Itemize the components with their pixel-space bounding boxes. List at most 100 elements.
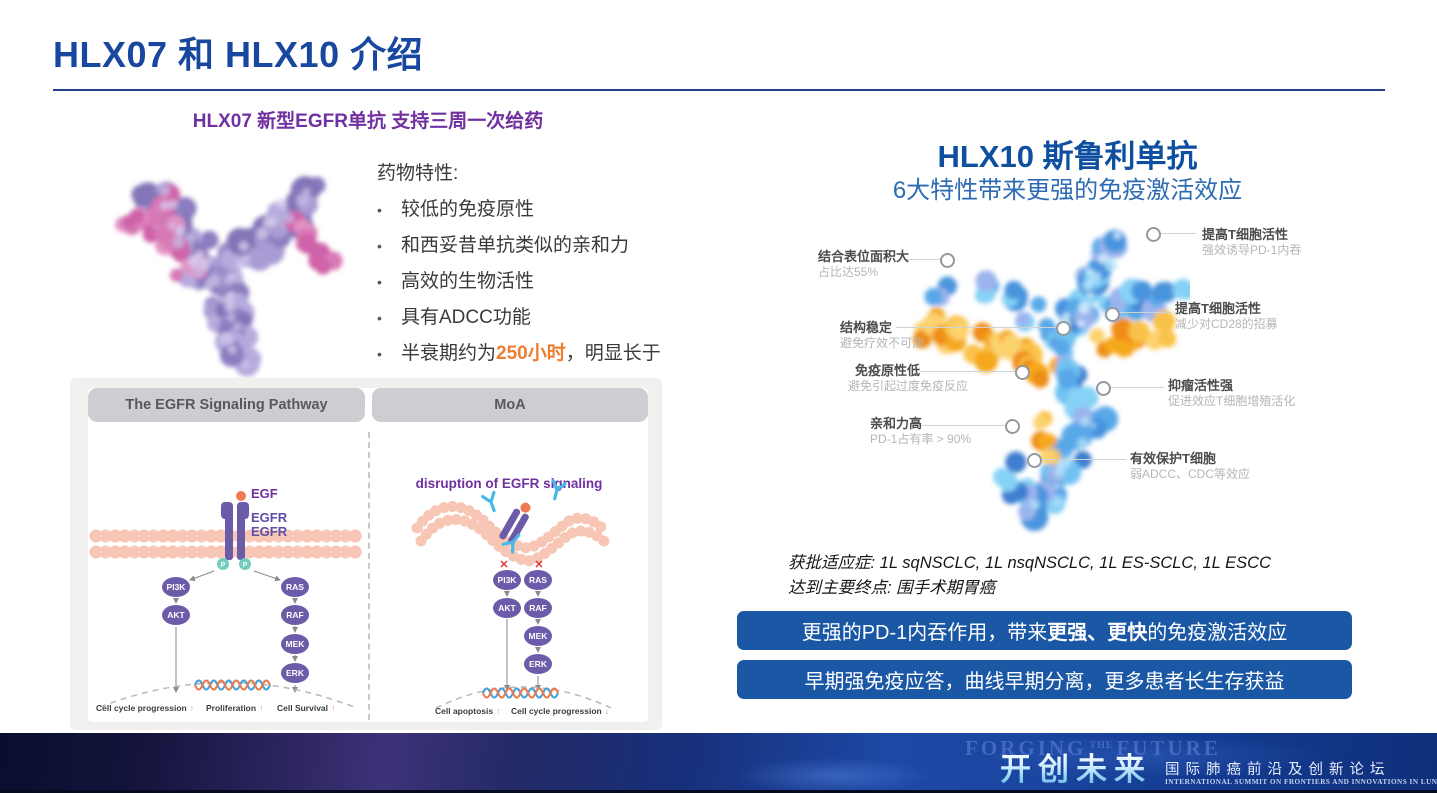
callout-line: [1041, 459, 1126, 460]
bullet-icon: •: [377, 202, 382, 218]
bullet-icon: •: [377, 346, 382, 362]
cascade-arrows: [173, 598, 298, 693]
egfr-receptor-blocked: [499, 502, 531, 545]
moa-title: disruption of EGFR signaling: [416, 476, 603, 491]
moa-diagram: disruption of EGFR signaling ✕ ✕ PI3K AK…: [411, 476, 612, 716]
svg-text:Proliferation↑: Proliferation ↑: [206, 703, 263, 713]
hlx07-antibody-structure-image: [115, 176, 343, 377]
callout-dot-icon: [1005, 419, 1020, 434]
up-arrow-icon: ↑: [496, 706, 500, 716]
up-arrow-icon: ↑: [259, 703, 263, 713]
pathway-outcomes: Cell cycle progression ↑ Proliferation ↑ C…: [96, 703, 335, 713]
banner-early-immune-response: 早期强免疫应答，曲线早期分离，更多患者长生存获益: [737, 660, 1352, 699]
callout-line: [1110, 387, 1164, 388]
egf-ligand-dot: [236, 491, 246, 501]
antibody-icons: [481, 479, 567, 554]
callout-line: [920, 371, 1015, 372]
hlx07-drug-properties: 药物特性: • 较低的免疫原性 • 和西妥昔单抗类似的亲和力 • 高效的生物活性…: [377, 156, 671, 408]
dna-helix-icon: [481, 687, 560, 699]
callout-dot-icon: [1105, 307, 1120, 322]
node-ras: RAS: [529, 575, 547, 585]
nucleus-arc: [435, 686, 612, 709]
svg-text:Cell apoptosis↑: Cell apoptosis ↑: [435, 706, 500, 716]
disrupted-membrane: [411, 501, 611, 567]
blocked-signal-icon: ✕: [534, 559, 543, 571]
bullet-icon: •: [377, 238, 382, 254]
egfr-pathway-header: The EGFR Signaling Pathway: [88, 388, 365, 422]
egfr-receptor: [221, 491, 249, 560]
drug-properties-title: 药物特性:: [377, 163, 459, 184]
up-arrow-icon: ↑: [190, 703, 194, 713]
panel-divider: [368, 432, 370, 720]
moa-header: MoA: [372, 388, 648, 422]
callout-high-affinity: 亲和力高 PD-1占有率 > 90%: [870, 416, 972, 446]
callout-tcell-protection: 有效保护T细胞 弱ADCC、CDC等效应: [1130, 451, 1251, 481]
svg-text:Cell cycle progression↓: Cell cycle progression ↓: [511, 706, 609, 716]
moa-outcomes: Cell apoptosis ↑ Cell cycle progression ↓: [435, 706, 609, 716]
title-underline: [53, 89, 1385, 91]
blocked-signal-icon: ✕: [499, 559, 508, 571]
list-item: • 较低的免疫原性: [377, 192, 671, 228]
bullet-icon: •: [377, 274, 382, 290]
callout-dot-icon: [1015, 365, 1030, 380]
callout-dot-icon: [1146, 227, 1161, 242]
list-item: • 具有ADCC功能: [377, 300, 671, 336]
moa-nodes: PI3K AKT RAS RAF MEK ERK: [493, 570, 552, 674]
banner-pd1-internalization: 更强的PD-1内吞作用，带来 更强、更快 的免疫激活效应: [737, 611, 1352, 650]
halflife-highlight: 250小时: [496, 343, 566, 364]
egfr-label-1: EGFR: [251, 510, 288, 525]
callout-stable-structure: 结构稳定 避免疗效不可测: [840, 320, 925, 350]
callout-tcell-activity-1: 提高T细胞活性 强效诱导PD-1内吞: [1202, 227, 1302, 257]
hlx07-antibody-blobs: [115, 176, 343, 377]
arrow-to-pi3k: [189, 570, 215, 582]
callout-tcell-activity-2: 提高T细胞活性 减少对CD28的招募: [1175, 301, 1278, 331]
callout-antitumor-activity: 抑瘤活性强 促进效应T细胞增殖活化: [1168, 378, 1296, 408]
egf-label: EGF: [251, 486, 278, 501]
node-pi3k: PI3K: [167, 582, 187, 592]
footer-watermark: FORGINGTHEFUTURE: [965, 736, 1221, 760]
node-erk: ERK: [529, 659, 548, 669]
pathway-nodes: PI3K AKT RAS RAF MEK ERK: [162, 577, 309, 683]
list-item: • 和西妥昔单抗类似的亲和力: [377, 228, 671, 264]
arrow-to-ras: [253, 570, 281, 582]
callout-line: [896, 327, 1057, 328]
callout-line: [1160, 233, 1196, 234]
callout-dot-icon: [1056, 321, 1071, 336]
footer-summit-name-cn: 国际肺癌前沿及创新论坛: [1165, 762, 1391, 778]
svg-text:P: P: [243, 562, 248, 569]
callout-dot-icon: [1027, 453, 1042, 468]
callout-dot-icon: [1096, 381, 1111, 396]
node-akt: AKT: [498, 603, 516, 613]
approved-indications: 获批适应症: 1L sqNSCLC, 1L nsqNSCLC, 1L ES-SC…: [788, 554, 1271, 572]
footer-band: [0, 733, 1437, 793]
callout-line: [904, 259, 942, 260]
egf-ligand-dot: [520, 502, 531, 513]
svg-text:Cell cycle progression↑: Cell cycle progression ↑: [96, 703, 194, 713]
node-mek: MEK: [286, 639, 306, 649]
node-mek: MEK: [529, 631, 549, 641]
node-raf: RAF: [529, 603, 546, 613]
node-ras: RAS: [286, 582, 304, 592]
indications-text: 获批适应症: 1L sqNSCLC, 1L nsqNSCLC, 1L ES-SC…: [788, 551, 1271, 601]
hlx10-antibody-blobs: [913, 229, 1190, 531]
node-erk: ERK: [286, 668, 305, 678]
dna-helix-icon: [193, 679, 272, 691]
svg-text:Cell Survival↑: Cell Survival ↑: [277, 703, 335, 713]
hlx10-subtitle: 6大特性带来更强的免疫激活效应: [892, 177, 1243, 204]
down-arrow-icon: ↓: [605, 706, 609, 716]
hlx10-annotated-figure: 结合表位面积大 占比达55% 结构稳定 避免疗效不可测 免疫原性低 避免引起过度…: [780, 215, 1355, 555]
list-item: • 高效的生物活性: [377, 264, 671, 300]
node-raf: RAF: [286, 610, 303, 620]
egfr-signaling-diagram: EGF EGFR EGFR P P PI3K AKT RAS RAF MEK E…: [89, 486, 365, 713]
svg-text:P: P: [221, 562, 226, 569]
hlx07-headline: HLX07 新型EGFR单抗 支持三周一次给药: [192, 111, 544, 132]
up-arrow-icon: ↑: [331, 703, 335, 713]
callout-line: [918, 425, 1005, 426]
callout-line: [1119, 312, 1171, 313]
page-title: HLX07 和 HLX10 介绍: [53, 34, 424, 75]
footer-summit-name-en: INTERNATIONAL SUMMIT ON FRONTIERS AND IN…: [1165, 778, 1437, 786]
egfr-label-2: EGFR: [251, 524, 288, 539]
node-akt: AKT: [167, 610, 185, 620]
node-pi3k: PI3K: [498, 575, 518, 585]
footer-brand-cn: 开创未来: [1000, 744, 1152, 789]
